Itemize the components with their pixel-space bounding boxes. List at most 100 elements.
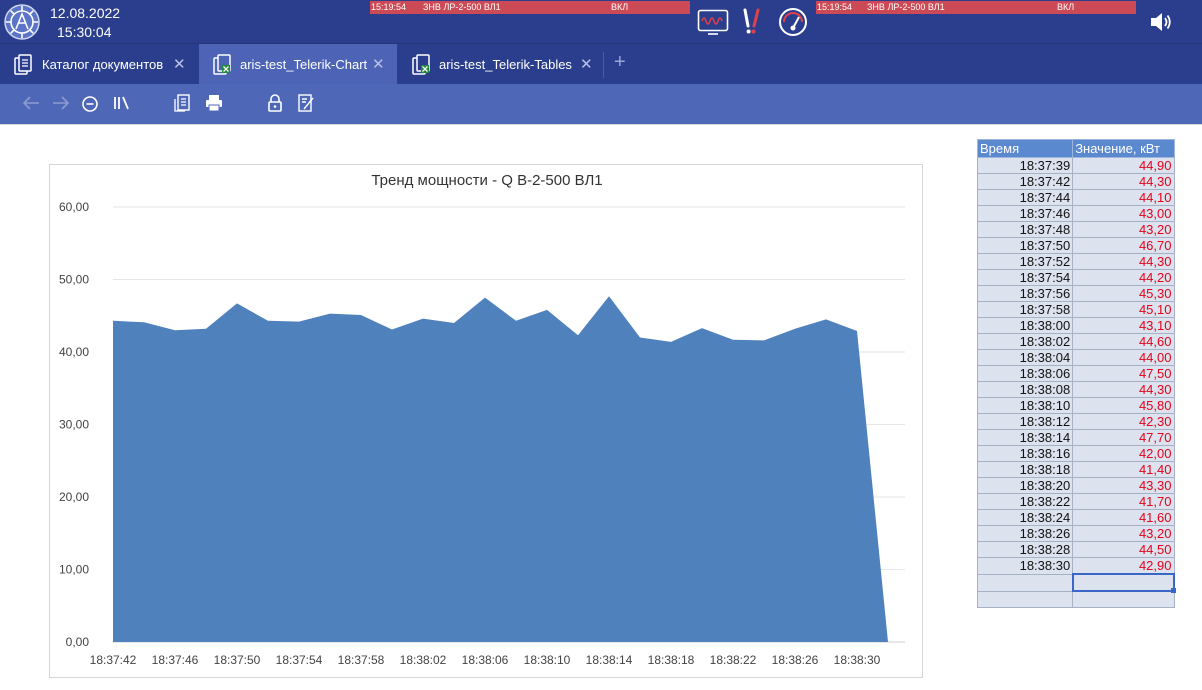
- time-cell[interactable]: 18:37:44: [976, 189, 1074, 206]
- time-cell[interactable]: 18:37:50: [976, 237, 1074, 254]
- value-cell[interactable]: 41,60: [1072, 509, 1175, 526]
- time-cell[interactable]: 18:38:20: [976, 477, 1074, 494]
- value-cell[interactable]: 46,70: [1072, 237, 1175, 254]
- value-cell[interactable]: 45,30: [1072, 285, 1175, 302]
- time-cell[interactable]: 18:38:00: [976, 317, 1074, 334]
- value-cell[interactable]: 42,90: [1072, 557, 1175, 575]
- alarm-state: ВКЛ: [1057, 2, 1075, 12]
- value-cell[interactable]: 44,90: [1072, 157, 1175, 174]
- empty-cell[interactable]: [976, 590, 1074, 608]
- time-cell[interactable]: 18:38:18: [976, 461, 1074, 478]
- empty-table-row: [976, 573, 1178, 594]
- table-row: 18:38:28 44,50: [976, 541, 1175, 558]
- time-cell[interactable]: 18:38:06: [976, 365, 1074, 382]
- time-cell[interactable]: 18:38:30: [976, 557, 1074, 575]
- gauge-icon[interactable]: [777, 6, 809, 38]
- table-row: 18:38:26 43,20: [976, 525, 1175, 542]
- lock-icon[interactable]: [265, 93, 285, 113]
- value-cell[interactable]: 44,50: [1072, 541, 1175, 558]
- value-cell[interactable]: 44,30: [1072, 253, 1175, 270]
- value-cell[interactable]: 44,30: [1072, 381, 1175, 398]
- value-cell[interactable]: 45,80: [1072, 397, 1175, 414]
- value-cell[interactable]: 43,10: [1072, 317, 1175, 334]
- time-cell[interactable]: 18:37:48: [976, 221, 1074, 238]
- time-cell[interactable]: 18:38:08: [976, 381, 1074, 398]
- forward-arrow-icon[interactable]: [51, 93, 71, 113]
- excel-file-icon: [412, 54, 430, 75]
- table-row: 18:38:16 42,00: [976, 445, 1175, 462]
- time-cell[interactable]: 18:37:54: [976, 269, 1074, 286]
- value-cell[interactable]: 42,00: [1072, 445, 1175, 462]
- time-cell[interactable]: 18:37:42: [976, 173, 1074, 190]
- back-arrow-icon[interactable]: [21, 93, 41, 113]
- value-cell[interactable]: 42,30: [1072, 413, 1175, 430]
- value-cell[interactable]: 45,10: [1072, 301, 1175, 318]
- edit-document-icon[interactable]: [296, 93, 316, 113]
- value-cell[interactable]: 43,00: [1072, 205, 1175, 222]
- column-header-value[interactable]: Значение, кВт: [1072, 139, 1175, 158]
- oscillograph-icon[interactable]: [697, 9, 729, 37]
- add-tab-button[interactable]: +: [614, 51, 626, 73]
- tab-telerik-chart[interactable]: aris-test_Telerik-Chart ✕: [199, 44, 397, 85]
- value-cell[interactable]: 43,20: [1072, 221, 1175, 238]
- tab-telerik-tables[interactable]: aris-test_Telerik-Tables ✕: [398, 44, 603, 85]
- close-icon[interactable]: ✕: [173, 56, 186, 73]
- value-cell[interactable]: 41,40: [1072, 461, 1175, 478]
- time-cell[interactable]: 18:38:10: [976, 397, 1074, 414]
- value-cell[interactable]: 43,30: [1072, 477, 1175, 494]
- document-list-icon[interactable]: [173, 93, 193, 113]
- time-cell[interactable]: 18:38:14: [976, 429, 1074, 446]
- x-tick-label: 18:37:54: [276, 653, 323, 667]
- alarm-time: 15:19:54: [817, 2, 853, 12]
- time-cell[interactable]: 18:37:56: [976, 285, 1074, 302]
- empty-cell[interactable]: [976, 573, 1074, 592]
- value-cell[interactable]: 47,50: [1072, 365, 1175, 382]
- time-cell[interactable]: 18:38:22: [976, 493, 1074, 510]
- time-cell[interactable]: 18:37:39: [976, 157, 1074, 174]
- x-tick-label: 18:38:30: [834, 653, 881, 667]
- column-header-time[interactable]: Время: [976, 139, 1074, 158]
- value-cell[interactable]: 47,70: [1072, 429, 1175, 446]
- close-icon[interactable]: ✕: [580, 56, 593, 73]
- close-icon[interactable]: ✕: [372, 56, 385, 73]
- time-cell[interactable]: 18:37:52: [976, 253, 1074, 270]
- time-label: 15:30:04: [57, 24, 112, 40]
- value-cell[interactable]: 44,20: [1072, 269, 1175, 286]
- value-cell[interactable]: 44,60: [1072, 333, 1175, 350]
- empty-cell[interactable]: [1072, 590, 1175, 608]
- alarm-banner[interactable]: 15:19:54 ЗНВ ЛР-2-500 ВЛ1 ВКЛ: [816, 1, 1136, 14]
- time-cell[interactable]: 18:38:02: [976, 333, 1074, 350]
- time-cell[interactable]: 18:38:12: [976, 413, 1074, 430]
- documents-icon: [14, 54, 32, 75]
- library-icon[interactable]: [112, 93, 132, 113]
- time-cell[interactable]: 18:38:28: [976, 541, 1074, 558]
- alarm-banner[interactable]: 15:19:54 ЗНВ ЛР-2-500 ВЛ1 ВКЛ: [370, 1, 690, 14]
- speaker-icon[interactable]: [1149, 11, 1173, 33]
- table-row: 18:37:56 45,30: [976, 285, 1175, 302]
- area-series[interactable]: [113, 296, 888, 642]
- time-cell[interactable]: 18:38:16: [976, 445, 1074, 462]
- alarm-exclamation-icon[interactable]: [741, 8, 765, 36]
- chart-title: Тренд мощности - Q В-2-500 ВЛ1: [371, 172, 603, 189]
- time-cell[interactable]: 18:38:04: [976, 349, 1074, 366]
- value-cell[interactable]: 41,70: [1072, 493, 1175, 510]
- x-tick-label: 18:38:10: [524, 653, 571, 667]
- x-tick-label: 18:37:46: [152, 653, 199, 667]
- time-cell[interactable]: 18:37:46: [976, 205, 1074, 222]
- value-cell[interactable]: 43,20: [1072, 525, 1175, 542]
- tab-document-catalog[interactable]: Каталог документов ✕: [0, 44, 198, 85]
- value-cell[interactable]: 44,10: [1072, 189, 1175, 206]
- value-cell[interactable]: 44,00: [1072, 349, 1175, 366]
- empty-table-row: [976, 590, 1175, 608]
- selected-cell[interactable]: [1071, 573, 1178, 594]
- print-icon[interactable]: [204, 93, 224, 113]
- excel-file-icon: [213, 54, 231, 75]
- time-cell[interactable]: 18:37:58: [976, 301, 1074, 318]
- zoom-out-icon[interactable]: [80, 93, 100, 113]
- x-tick-label: 18:37:50: [214, 653, 261, 667]
- value-cell[interactable]: 44,30: [1072, 173, 1175, 190]
- table-row: 18:38:18 41,40: [976, 461, 1175, 478]
- table-row: 18:37:39 44,90: [976, 157, 1175, 174]
- time-cell[interactable]: 18:38:24: [976, 509, 1074, 526]
- time-cell[interactable]: 18:38:26: [976, 525, 1074, 542]
